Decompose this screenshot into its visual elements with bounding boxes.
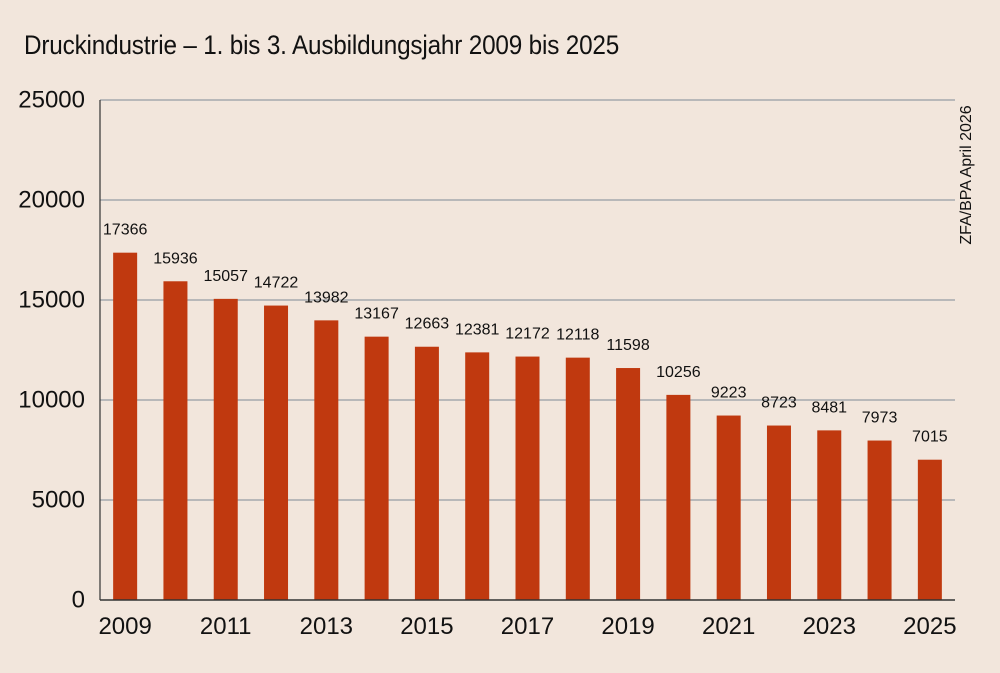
bar (565, 357, 590, 600)
x-tick-label: 2023 (803, 613, 856, 640)
bar (515, 356, 540, 600)
bar (113, 252, 138, 600)
bar (163, 281, 188, 600)
bar (264, 305, 289, 600)
bar-value-label: 15936 (153, 250, 198, 267)
bar-value-label: 12118 (556, 327, 599, 344)
bar (716, 415, 741, 600)
bar-value-label: 15057 (203, 268, 248, 285)
bar-value-label: 17366 (103, 222, 148, 239)
y-tick-label: 15000 (18, 287, 85, 314)
x-tick-label: 2017 (501, 613, 554, 640)
y-tick-label: 0 (72, 587, 85, 614)
bar (364, 336, 389, 600)
bar-value-label: 9223 (711, 385, 747, 402)
x-tick-label: 2019 (601, 613, 654, 640)
bar (314, 320, 339, 600)
bar (213, 298, 238, 600)
bar-value-label: 12381 (455, 321, 500, 338)
bar (616, 368, 641, 600)
bar-value-label: 13167 (354, 306, 399, 323)
bar-value-label: 7015 (912, 429, 948, 446)
bar-value-label: 13982 (304, 289, 349, 306)
y-tick-label: 5000 (32, 487, 85, 514)
bar (465, 352, 490, 600)
bar-value-label: 11598 (606, 337, 649, 354)
bar-value-label: 7973 (862, 410, 898, 427)
x-tick-label: 2025 (903, 613, 956, 640)
x-tick-label: 2009 (98, 613, 151, 640)
bar (766, 425, 791, 600)
bar (414, 346, 439, 600)
x-tick-label: 2013 (300, 613, 353, 640)
bar-value-label: 8723 (761, 395, 797, 412)
bar-value-label: 8481 (811, 399, 847, 416)
y-tick-label: 10000 (18, 387, 85, 414)
y-tick-label: 25000 (18, 87, 85, 114)
x-tick-label: 2011 (200, 613, 252, 640)
bar (817, 430, 842, 600)
bar-value-label: 12663 (405, 316, 450, 333)
bar (917, 459, 942, 600)
bar-value-label: 14722 (254, 275, 299, 292)
chart-title: Druckindustrie – 1. bis 3. Ausbildungsja… (24, 30, 620, 60)
bar-value-label: 12172 (505, 326, 550, 343)
y-tick-label: 20000 (18, 187, 85, 214)
bar-value-label: 10256 (656, 364, 701, 381)
x-tick-label: 2015 (400, 613, 453, 640)
x-tick-label: 2021 (702, 613, 755, 640)
bar (867, 440, 892, 600)
bar (666, 394, 691, 600)
